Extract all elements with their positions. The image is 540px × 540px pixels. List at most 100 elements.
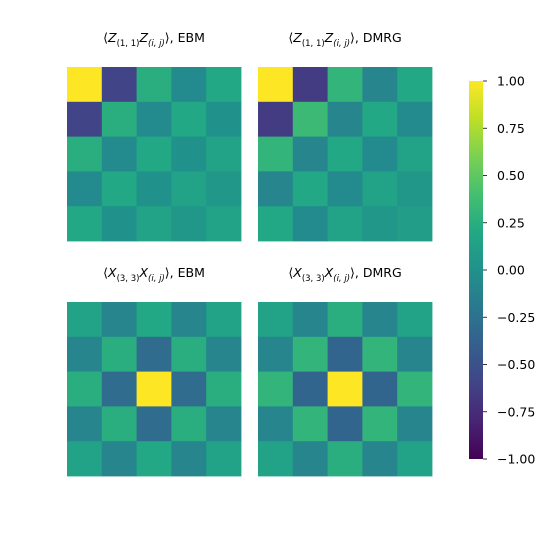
heatmap-cell: [397, 206, 433, 242]
panel-zz-ebm: [67, 67, 242, 242]
heatmap-cell: [327, 206, 363, 242]
heatmap-cell: [362, 441, 398, 477]
heatmap-cell: [171, 441, 207, 477]
heatmap-cell: [292, 101, 328, 137]
heatmap-cell: [136, 441, 172, 477]
colorbar: 1.00 0.75 0.50 0.25 0.00 −0.25 −0.50 −0.75 −1.00: [469, 74, 535, 467]
colorbar-tick-label: −0.50: [497, 357, 535, 372]
heatmap-cell: [362, 206, 398, 242]
colorbar-ticks: 1.00 0.75 0.50 0.25 0.00 −0.25 −0.50 −0.75 −1.00: [483, 74, 535, 467]
heatmap-cell: [206, 302, 242, 338]
heatmap-cell: [327, 67, 363, 103]
colorbar-tick-label: 0.25: [497, 215, 525, 230]
heatmap-cell: [136, 67, 172, 103]
heatmap-cell: [136, 136, 172, 172]
heatmap-cell: [206, 336, 242, 372]
heatmap-cell: [258, 406, 294, 442]
heatmap-cell: [258, 206, 294, 242]
heatmap-cell: [397, 101, 433, 137]
heatmap-cell: [67, 441, 103, 477]
heatmap-cell: [327, 406, 363, 442]
heatmap-cell: [206, 171, 242, 207]
heatmap-cell: [171, 371, 207, 407]
heatmap-cell: [327, 136, 363, 172]
heatmap-cell: [362, 371, 398, 407]
heatmap-cell: [258, 336, 294, 372]
heatmap-cell: [258, 371, 294, 407]
colorbar-tick-label: 0.50: [497, 168, 525, 183]
heatmap-cell: [292, 136, 328, 172]
heatmap-cell: [136, 406, 172, 442]
heatmap-cell: [171, 406, 207, 442]
heatmap-cell: [258, 67, 294, 103]
heatmap-cell: [327, 336, 363, 372]
panel-title-zz-ebm: ⟨Z(1, 1)Z(i, j)⟩, EBM: [103, 30, 205, 49]
heatmap-cell: [171, 101, 207, 137]
heatmap-cell: [397, 371, 433, 407]
heatmap-cell: [101, 371, 137, 407]
heatmap-cell: [206, 371, 242, 407]
heatmap-cell: [206, 206, 242, 242]
heatmap-cell: [101, 302, 137, 338]
heatmap-cell: [101, 101, 137, 137]
heatmap-cell: [362, 67, 398, 103]
heatmap-grid: [258, 302, 433, 477]
heatmap-cell: [397, 336, 433, 372]
heatmap-cell: [136, 371, 172, 407]
heatmap-cell: [67, 302, 103, 338]
heatmap-cell: [206, 136, 242, 172]
heatmap-cell: [171, 206, 207, 242]
heatmap-cell: [67, 206, 103, 242]
heatmap-cell: [327, 371, 363, 407]
heatmap-grid: [258, 67, 433, 242]
heatmap-cell: [101, 406, 137, 442]
heatmap-cell: [327, 441, 363, 477]
heatmap-cell: [258, 171, 294, 207]
heatmap-cell: [171, 171, 207, 207]
colorbar-tick-label: −0.25: [497, 310, 535, 325]
heatmap-cell: [67, 371, 103, 407]
heatmap-cell: [397, 136, 433, 172]
heatmap-cell: [397, 171, 433, 207]
panel-xx-dmrg: [258, 302, 433, 477]
heatmap-grid: [67, 67, 242, 242]
panel-title-zz-dmrg: ⟨Z(1, 1)Z(i, j)⟩, DMRG: [288, 30, 401, 49]
heatmap-cell: [397, 406, 433, 442]
heatmap-cell: [136, 171, 172, 207]
heatmap-cell: [362, 171, 398, 207]
heatmap-cell: [292, 406, 328, 442]
panel-title-xx-dmrg: ⟨X(3, 3)X(i, j)⟩, DMRG: [288, 265, 401, 284]
heatmap-cell: [206, 101, 242, 137]
heatmap-cell: [362, 136, 398, 172]
heatmap-cell: [292, 371, 328, 407]
heatmap-cell: [362, 101, 398, 137]
heatmap-cell: [258, 101, 294, 137]
colorbar-tick-label: 0.75: [497, 121, 525, 136]
heatmap-cell: [171, 302, 207, 338]
heatmap-cell: [101, 67, 137, 103]
heatmap-cell: [292, 441, 328, 477]
colorbar-gradient: [469, 81, 483, 459]
heatmap-cell: [67, 101, 103, 137]
heatmap-cell: [171, 67, 207, 103]
heatmap-cell: [362, 336, 398, 372]
heatmap-cell: [258, 441, 294, 477]
heatmap-cell: [136, 206, 172, 242]
heatmap-cell: [327, 302, 363, 338]
heatmap-grid: [67, 302, 242, 477]
panel-title-xx-ebm: ⟨X(3, 3)X(i, j)⟩, EBM: [103, 265, 205, 284]
heatmap-cell: [67, 406, 103, 442]
heatmap-cell: [101, 171, 137, 207]
colorbar-tick-label: 1.00: [497, 74, 525, 89]
heatmap-cell: [101, 206, 137, 242]
heatmap-cell: [397, 302, 433, 338]
heatmap-cell: [362, 406, 398, 442]
heatmap-cell: [101, 441, 137, 477]
heatmap-cell: [327, 171, 363, 207]
heatmap-cell: [292, 206, 328, 242]
heatmap-cell: [67, 171, 103, 207]
colorbar-tick-label: 0.00: [497, 263, 525, 278]
heatmap-cell: [67, 136, 103, 172]
heatmap-cell: [206, 67, 242, 103]
heatmap-cell: [292, 336, 328, 372]
